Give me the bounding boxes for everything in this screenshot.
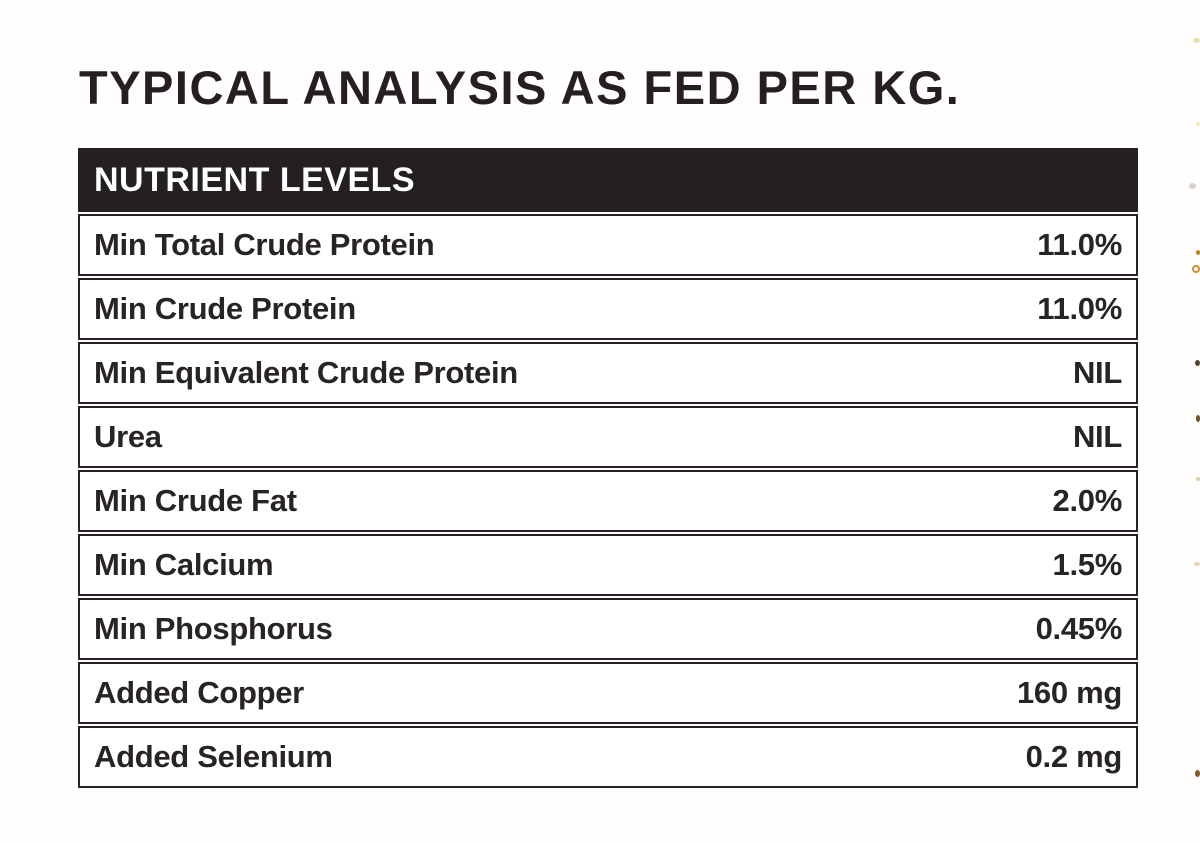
scan-artifact	[1194, 562, 1200, 566]
nutrient-value: 11.0%	[1037, 227, 1122, 262]
table-row: Added Copper 160 mg	[78, 662, 1138, 724]
table-header-label: NUTRIENT LEVELS	[94, 160, 416, 199]
scan-artifact	[1192, 265, 1200, 273]
nutrient-value: 1.5%	[1052, 547, 1123, 582]
nutrient-label: Min Phosphorus	[94, 611, 333, 646]
scan-artifact	[1196, 477, 1200, 481]
nutrient-label: Min Equivalent Crude Protein	[94, 355, 518, 390]
nutrient-label: Min Calcium	[94, 547, 274, 582]
nutrient-label: Min Crude Protein	[94, 291, 356, 326]
scan-artifact	[1195, 770, 1200, 777]
nutrient-value: 2.0%	[1052, 483, 1123, 518]
scan-artifact	[1189, 183, 1196, 189]
nutrient-value: 160 mg	[1016, 675, 1122, 710]
table-row: Urea NIL	[78, 406, 1138, 468]
scan-artifact	[1196, 250, 1200, 255]
table-row: Added Selenium 0.2 mg	[78, 726, 1138, 788]
scan-artifact	[1195, 360, 1200, 366]
nutrient-label: Added Selenium	[94, 739, 333, 774]
scan-artifact	[1196, 415, 1200, 422]
nutrient-value: NIL	[1072, 355, 1122, 390]
nutrient-label: Min Crude Fat	[94, 483, 297, 518]
nutrient-table: NUTRIENT LEVELS Min Total Crude Protein …	[78, 148, 1138, 788]
scan-artifact	[1193, 38, 1200, 43]
nutrient-value: 0.2 mg	[1025, 739, 1123, 774]
table-row: Min Equivalent Crude Protein NIL	[78, 342, 1138, 404]
page-title: TYPICAL ANALYSIS AS FED PER KG.	[79, 61, 961, 114]
table-row: Min Total Crude Protein 11.0%	[78, 214, 1138, 276]
nutrient-value: NIL	[1072, 419, 1122, 454]
nutrient-value: 0.45%	[1035, 611, 1123, 646]
table-row: Min Crude Fat 2.0%	[78, 470, 1138, 532]
nutrient-value: 11.0%	[1037, 291, 1122, 326]
table-header: NUTRIENT LEVELS	[78, 148, 1138, 212]
table-row: Min Calcium 1.5%	[78, 534, 1138, 596]
nutrient-label: Urea	[94, 419, 162, 454]
nutrient-label: Min Total Crude Protein	[94, 227, 435, 262]
nutrient-label: Added Copper	[94, 675, 304, 710]
table-row: Min Phosphorus 0.45%	[78, 598, 1138, 660]
scan-artifact	[1196, 122, 1200, 126]
table-row: Min Crude Protein 11.0%	[78, 278, 1138, 340]
